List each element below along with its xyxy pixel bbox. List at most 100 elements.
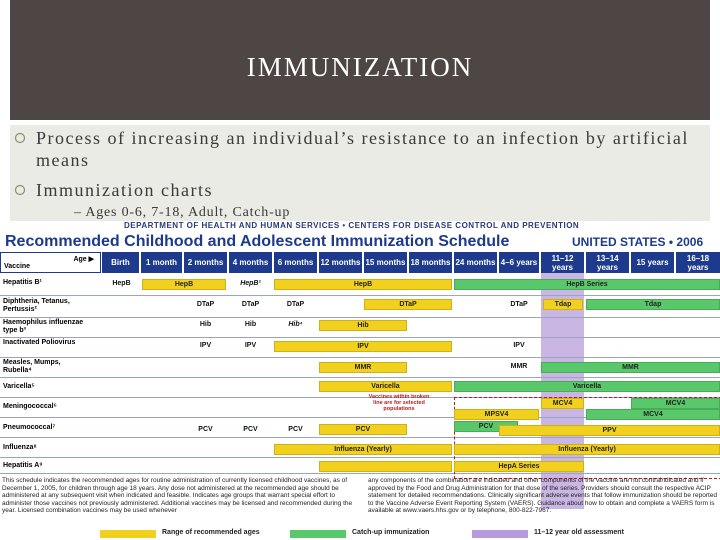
row-divider xyxy=(0,317,720,318)
row-divider xyxy=(0,397,720,398)
dtap-4m-label: DTaP xyxy=(241,301,260,308)
footnote-left: This schedule indicates the recommended … xyxy=(2,477,353,515)
age-col-11: 13–14 years xyxy=(586,252,629,273)
title-bar: IMMUNIZATION xyxy=(10,0,710,120)
age-col-9: 4–6 years xyxy=(499,252,539,273)
hib-6m-label: Hib⁴ xyxy=(288,321,303,328)
mcv4-range-bar: MCV4 xyxy=(586,409,720,420)
row-divider xyxy=(0,417,720,418)
dtap-15m-bar: DTaP xyxy=(364,299,452,310)
age-col-4: 6 months xyxy=(274,252,317,273)
hepa-series-bar: HepA Series xyxy=(454,461,584,472)
age-header-row: Vaccine Age ▶ Birth 1 month 2 months 4 m… xyxy=(0,252,720,273)
bullet-circle-icon xyxy=(14,184,26,196)
schedule-title: Recommended Childhood and Adolescent Imm… xyxy=(5,233,510,250)
slide-title: IMMUNIZATION xyxy=(246,52,474,82)
varicella-12m-bar: Varicella xyxy=(319,381,452,392)
pcv-4m-label: PCV xyxy=(243,426,258,433)
selected-populations-note: Vaccines within broken line are for sele… xyxy=(368,394,430,412)
hepb-series-bar: HepB xyxy=(274,279,452,290)
hepb-birth-label: HepB xyxy=(112,280,131,287)
sub-bullet: – Ages 0-6, 7-18, Adult, Catch-up xyxy=(74,205,291,220)
hepa-infant-bar xyxy=(319,461,452,472)
dtap-2m-label: DTaP xyxy=(196,301,215,308)
row-divider xyxy=(0,457,720,458)
vaccine-header: Vaccine xyxy=(4,263,31,270)
hib-12m-bar: Hib xyxy=(319,320,407,331)
legend-swatch-assessment xyxy=(472,530,528,538)
age-col-12: 15 years xyxy=(631,252,674,273)
age-col-8: 24 months xyxy=(454,252,497,273)
age-header: Age ▶ xyxy=(73,256,94,263)
age-col-5: 12 months xyxy=(319,252,362,273)
vaccine-hepa: Hepatitis A⁹ xyxy=(3,462,43,469)
dtap-46y-label: DTaP xyxy=(510,301,528,308)
pcv-12m-bar: PCV xyxy=(319,424,407,435)
immunization-schedule-chart: DEPARTMENT OF HEALTH AND HUMAN SERVICES … xyxy=(0,221,720,540)
mcv4-1112-bar: MCV4 xyxy=(541,398,584,409)
legend-swatch-recommended xyxy=(100,530,156,538)
tdap-1112-bar: Tdap xyxy=(543,299,583,310)
vaccine-influenza: Influenza⁸ xyxy=(3,444,37,451)
selected-populations-boundary xyxy=(454,397,720,479)
mmr-12m-bar: MMR xyxy=(319,362,407,373)
row-divider xyxy=(0,473,720,474)
row-divider xyxy=(0,377,720,378)
bullet-text-1: Process of increasing an individual’s re… xyxy=(36,128,689,170)
legend-swatch-catchup xyxy=(290,530,346,538)
bullet-text-2: Immunization charts xyxy=(36,180,213,200)
age-col-1: 1 month xyxy=(141,252,182,273)
vaccine-hepb: Hepatitis B¹ xyxy=(3,279,42,286)
hepb-2m-label: HepB¹ xyxy=(240,280,261,287)
vaccine-mmr: Measles, Mumps, Rubella⁴ xyxy=(3,359,61,374)
hepb-1m-bar: HepB xyxy=(142,279,226,290)
tdap-catchup-bar: Tdap xyxy=(586,299,720,310)
age-col-10: 11–12 years xyxy=(541,252,584,273)
ipv-46y-label: IPV xyxy=(513,342,525,349)
bullet-circle-icon xyxy=(14,132,26,144)
department-header: DEPARTMENT OF HEALTH AND HUMAN SERVICES … xyxy=(124,221,580,230)
legend-catchup: Catch-up immunization xyxy=(352,529,430,536)
row-divider xyxy=(0,337,720,338)
vaccine-age-cell: Vaccine Age ▶ xyxy=(0,252,101,273)
age-col-6: 15 months xyxy=(364,252,407,273)
vaccine-pneumococcal: Pneumococcal⁷ xyxy=(3,424,56,431)
age-col-3: 4 months xyxy=(229,252,272,273)
mmr-46y-label: MMR xyxy=(510,363,528,370)
dtap-6m-label: DTaP xyxy=(286,301,305,308)
ipv-4m-label: IPV xyxy=(244,342,257,349)
hepb-catchup-bar: HepB Series xyxy=(454,279,720,290)
schedule-country: UNITED STATES • 2006 xyxy=(572,235,704,249)
pcv-6m-label: PCV xyxy=(288,426,303,433)
content-area: Process of increasing an individual’s re… xyxy=(10,125,710,229)
influenza-infant-bar: Influenza (Yearly) xyxy=(274,444,452,455)
row-divider xyxy=(0,437,720,438)
hib-4m-label: Hib xyxy=(244,321,257,328)
ppv-bar: PPV xyxy=(499,425,720,436)
varicella-catchup-bar: Varicella xyxy=(454,381,720,392)
age-col-13: 16–18 years xyxy=(676,252,720,273)
hib-2m-label: Hib xyxy=(199,321,212,328)
mpsv4-bar: MPSV4 xyxy=(454,409,539,420)
mmr-catchup-bar: MMR xyxy=(541,362,720,373)
vaccine-dtap: Diphtheria, Tetanus, Pertussis² xyxy=(3,298,70,313)
vaccine-varicella: Varicella⁵ xyxy=(3,383,35,390)
vaccine-ipv: Inactivated Poliovirus xyxy=(3,339,76,346)
age-col-0: Birth xyxy=(102,252,139,273)
bullet-item-1: Process of increasing an individual’s re… xyxy=(14,127,716,171)
mcv4-catchup-bar: MCV4 xyxy=(631,398,720,409)
row-divider xyxy=(0,295,720,296)
footnote-right: any components of the combination are in… xyxy=(368,477,718,515)
row-divider xyxy=(0,357,720,358)
vaccine-hib: Haemophilus influenzae type b³ xyxy=(3,319,84,334)
bullet-item-2: Immunization charts xyxy=(14,179,213,201)
vaccine-meningococcal: Meningococcal⁶ xyxy=(3,403,57,410)
pcv-2m-label: PCV xyxy=(198,426,213,433)
age-col-7: 18 months xyxy=(409,252,452,273)
age-col-2: 2 months xyxy=(184,252,227,273)
ipv-2m-label: IPV xyxy=(199,342,212,349)
ipv-6m-bar: IPV xyxy=(274,341,452,352)
legend-assessment: 11–12 year old assessment xyxy=(534,529,624,536)
legend-recommended: Range of recommended ages xyxy=(162,529,260,536)
influenza-child-bar: Influenza (Yearly) xyxy=(454,444,720,455)
